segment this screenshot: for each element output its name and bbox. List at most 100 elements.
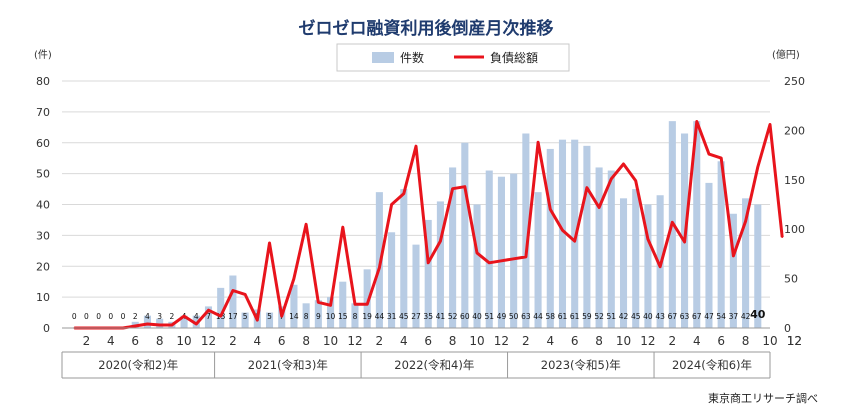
count-bar [314,300,322,328]
count-label: 4 [145,312,150,321]
count-bar [204,306,213,328]
count-bar [571,139,579,328]
debt-point [341,226,344,229]
count-label: 52 [594,312,604,321]
month-tick-label: 12 [201,334,216,348]
count-label: 2 [133,312,138,321]
count-bar [754,204,762,328]
debt-point [354,303,356,306]
count-bar [619,198,628,328]
right-tick-label: 100 [784,223,805,236]
debt-point [293,277,295,280]
count-bar [497,176,505,328]
count-label: 44 [533,312,543,321]
right-tick-label: 50 [784,273,798,286]
count-bar [717,161,725,328]
month-tick-label: 8 [156,334,164,348]
debt-point [256,319,259,321]
right-tick-label: 200 [784,124,805,137]
count-label: 0 [121,312,126,321]
debt-point [573,240,576,242]
debt-point [512,257,515,260]
left-tick-label: 70 [36,106,50,119]
count-label: 17 [228,312,238,321]
debt-point [720,157,723,159]
chart-title: ゼロゼロ融資利用後倒産月次推移 [299,18,554,39]
right-tick-label: 250 [784,75,805,88]
left-axis: 0 10 20 30 40 50 60 70 80 [36,75,50,335]
count-bar [546,148,554,328]
left-tick-label: 50 [36,168,50,181]
left-tick-label: 20 [36,260,50,273]
debt-point [195,323,198,325]
count-bar [485,170,493,328]
count-bar [327,297,335,328]
debt-point [451,187,454,190]
month-tick-label: 8 [742,334,750,348]
count-label: 0 [84,312,89,321]
left-tick-label: 80 [36,75,50,88]
count-bar [412,244,420,328]
month-tick-label: 8 [449,334,457,348]
debt-point [549,208,552,211]
count-label: 67 [668,312,678,321]
debt-point [402,192,405,195]
count-label: 7 [206,312,211,321]
debt-point [170,324,173,326]
month-tick-label: 4 [253,334,261,348]
count-label: 40 [643,312,653,321]
count-bar [265,312,274,328]
month-tick-label: 4 [546,334,554,348]
count-bar [607,170,615,328]
legend-swatch-count [372,52,394,63]
count-label: 3 [157,312,162,321]
left-tick-label: 40 [36,199,50,212]
count-label: 50 [509,312,519,321]
month-tick-label: 2 [229,334,237,348]
count-label: 0 [96,312,101,321]
count-bar [522,133,530,328]
count-label: 15 [338,312,348,321]
month-tick-label: 6 [571,334,579,348]
count-label: 44 [375,312,385,321]
count-bar [156,318,164,328]
debt-point [622,163,625,165]
month-tick-label: 6 [131,334,139,348]
count-label: 51 [484,312,494,321]
right-tick-label: 150 [784,174,805,187]
debt-point [500,259,503,262]
count-label: 60 [460,312,470,321]
debt-point [781,236,784,239]
debt-point [488,261,491,264]
count-bar [290,284,298,328]
count-label: 27 [411,312,421,321]
debt-point [524,255,527,258]
debt-point [207,309,210,312]
count-label: 67 [692,312,702,321]
count-label: 43 [655,312,665,321]
count-bar [595,167,603,328]
debt-point [219,315,222,318]
count-bar [388,232,396,328]
count-label: 40 [750,308,766,321]
debt-point [415,145,417,148]
count-bar [400,189,408,328]
debt-point [439,240,442,242]
count-bar [302,303,310,328]
count-label: 47 [704,312,714,321]
count-bar [534,192,542,328]
count-bar [351,303,359,328]
debt-point [231,289,234,292]
month-tick-label: 8 [595,334,603,348]
count-label: 49 [497,312,507,321]
count-label: 9 [316,312,321,321]
debt-point [659,265,662,268]
debt-point [244,293,247,296]
count-label: 45 [399,312,409,321]
debt-point [598,206,601,209]
debt-point [463,185,466,188]
debt-point [671,221,674,224]
debt-point [183,315,185,318]
debt-point [134,325,137,327]
